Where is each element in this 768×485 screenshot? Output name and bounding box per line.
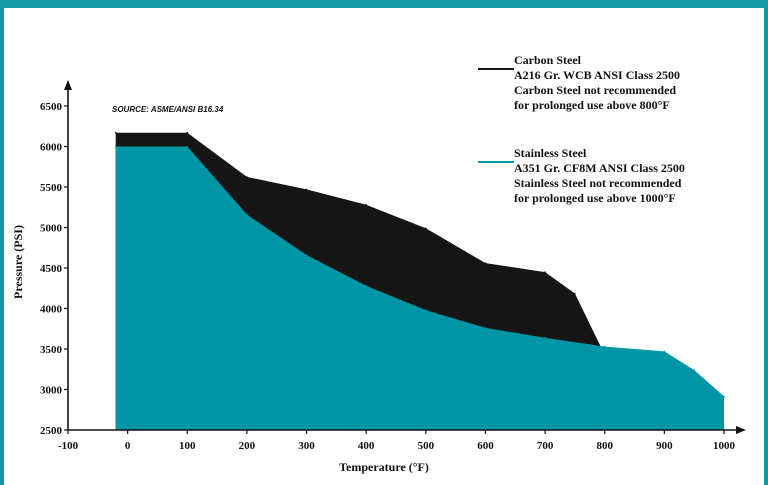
y-tick-label-3500: 3500: [40, 344, 63, 356]
point-stainless-steel-2: [246, 213, 248, 216]
point-stainless-steel-0: [114, 145, 117, 148]
legend-stainless-steel: Stainless Steel A351 Gr. CF8M ANSI Class…: [514, 146, 685, 206]
y-tick-label-5000: 5000: [40, 223, 63, 235]
x-axis-label: Temperature (°F): [339, 460, 429, 474]
point-stainless-steel-9: [663, 350, 666, 353]
x-tick-label-900: 900: [656, 440, 673, 452]
legend-stainless-line-4: for prolonged use above 1000°F: [514, 191, 676, 205]
point-stainless-steel-7: [544, 336, 546, 339]
x-tick-label-800: 800: [596, 440, 613, 452]
x-tick-label-300: 300: [298, 440, 315, 452]
x-tick-label-700: 700: [537, 440, 554, 452]
y-tick-label-3000: 3000: [40, 385, 63, 397]
legend-stainless-line-2: A351 Gr. CF8M ANSI Class 2500: [514, 161, 685, 175]
point-stainless-steel-6: [484, 327, 487, 329]
x-tick-label-200: 200: [239, 440, 256, 452]
point-carbon-steel-6: [484, 262, 487, 264]
legend-carbon-line-1: Carbon Steel: [514, 53, 581, 67]
legend-swatch-stainless-steel: [478, 161, 514, 163]
y-tick-label-5500: 5500: [40, 182, 63, 194]
x-tick-label-400: 400: [358, 440, 375, 452]
point-carbon-steel-1: [186, 131, 189, 134]
y-tick-label-4500: 4500: [40, 263, 63, 275]
legend-carbon-line-2: A216 Gr. WCB ANSI Class 2500: [514, 68, 681, 82]
point-carbon-steel-4: [365, 204, 368, 206]
source-note: SOURCE: ASME/ANSI B16.34: [112, 105, 224, 114]
point-stainless-steel-1: [186, 145, 189, 148]
point-carbon-steel-7: [544, 271, 546, 273]
y-axis-arrow: [64, 80, 72, 90]
y-tick-label-6000: 6000: [40, 142, 63, 154]
point-carbon-steel-2: [246, 176, 248, 178]
point-stainless-steel-10: [693, 369, 695, 371]
y-axis-label: Pressure (PSI): [11, 225, 25, 299]
point-carbon-steel-5: [425, 227, 427, 230]
point-carbon-steel-8: [574, 292, 576, 295]
legend-stainless-line-1: Stainless Steel: [514, 146, 587, 160]
pressure-temperature-chart: -100 0 100 200 300 400 500 600 700 800 900 1000 2500…: [11, 80, 746, 474]
x-tick-label-1000: 1000: [713, 440, 736, 452]
x-tick-label-0: 0: [125, 440, 131, 452]
x-tick-label-600: 600: [477, 440, 494, 452]
legend-stainless-line-3: Stainless Steel not recommended: [514, 176, 682, 190]
point-carbon-steel-3: [305, 188, 308, 191]
point-stainless-steel-4: [365, 285, 368, 287]
legend-carbon-line-3: Carbon Steel not recommended: [514, 83, 677, 97]
point-stainless-steel-11: [723, 395, 725, 398]
area-stainless-steel: [115, 146, 724, 430]
point-stainless-steel-3: [305, 254, 308, 256]
point-stainless-steel-8: [603, 345, 606, 348]
x-tick-label-500: 500: [418, 440, 435, 452]
y-tick-label-4000: 4000: [40, 304, 63, 316]
legend-carbon-line-4: for prolonged use above 800°F: [514, 98, 670, 112]
y-tick-label-2500: 2500: [40, 425, 63, 437]
x-tick-label-100: 100: [179, 440, 196, 452]
x-tick-label--100: -100: [58, 440, 79, 452]
y-tick-label-6500: 6500: [40, 101, 63, 113]
point-carbon-steel-0: [114, 131, 117, 134]
legend-swatch-carbon-steel: [478, 68, 514, 70]
point-stainless-steel-5: [425, 309, 427, 311]
legend-carbon-steel: Carbon Steel A216 Gr. WCB ANSI Class 250…: [514, 53, 680, 113]
x-axis-arrow: [736, 426, 746, 434]
